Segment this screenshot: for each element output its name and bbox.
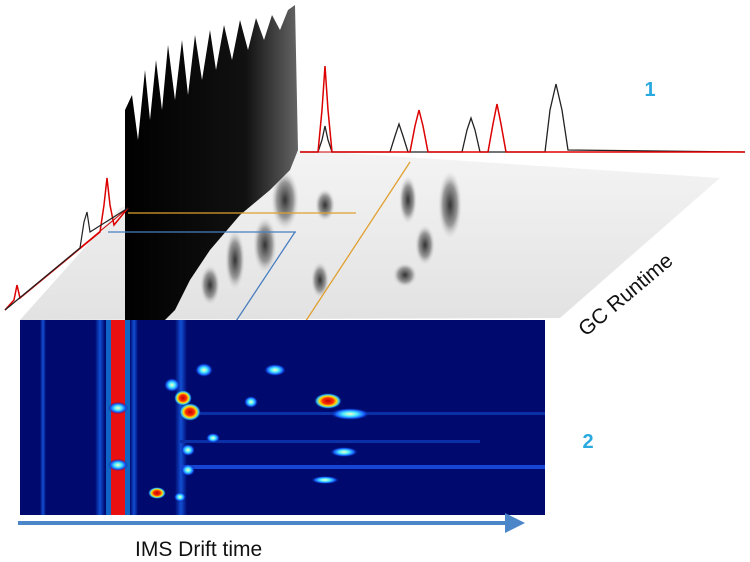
heatmap-spots-item	[108, 459, 128, 471]
surface-wall	[125, 5, 298, 320]
label-2: 2	[582, 431, 593, 453]
surface-peaks	[200, 170, 462, 305]
heatmap-spots-item	[264, 364, 286, 376]
heatmap-spots-item	[181, 464, 195, 476]
label-1: 1	[644, 79, 655, 101]
surface-peaks-item	[393, 263, 417, 287]
heatmap-spots-item	[314, 393, 342, 409]
heatmap-spots-item	[330, 447, 358, 457]
heatmap-spots-item	[195, 363, 213, 377]
surface-peaks-item	[399, 176, 417, 224]
surface-peaks-item	[415, 225, 435, 265]
heatmap-spots	[108, 363, 370, 502]
heatmap-spots-item	[174, 390, 192, 406]
heatmap-spots-item	[181, 444, 195, 456]
surface-peaks-item	[253, 217, 277, 273]
spectrum-black	[300, 83, 746, 153]
heatmap-bands-item	[180, 440, 480, 443]
surface-peaks-item	[311, 262, 329, 298]
heatmap-spots-item	[206, 433, 220, 443]
drift-arrow-head	[505, 513, 525, 533]
heatmap-bands-item	[180, 465, 545, 469]
heatmap-spots-item	[148, 487, 166, 499]
heatmap-bands-item	[40, 320, 46, 515]
spectrum-red	[4, 177, 129, 311]
heatmap-spots-item	[311, 476, 339, 484]
heatmap-spots-item	[330, 408, 370, 420]
heatmap-spots-item	[179, 403, 201, 421]
heatmap-ridge	[111, 320, 125, 515]
heatmap-spots-item	[244, 396, 258, 408]
ims-axis-label: IMS Drift time	[135, 538, 262, 561]
spectrum-black	[4, 207, 129, 311]
heatmap-bands-item	[95, 320, 105, 515]
heatmap-spots-item	[164, 378, 180, 392]
surface-peaks-item	[225, 230, 245, 290]
spectrum-red	[300, 65, 745, 153]
surface-peaks-item	[200, 265, 220, 305]
surface-peaks-item	[271, 170, 299, 230]
surface-peaks-item	[438, 171, 462, 239]
surface-peaks-item	[315, 189, 335, 221]
heatmap-bands-item	[130, 320, 138, 515]
heatmap-spots-item	[108, 402, 128, 414]
heatmap-spots-item	[174, 492, 186, 502]
